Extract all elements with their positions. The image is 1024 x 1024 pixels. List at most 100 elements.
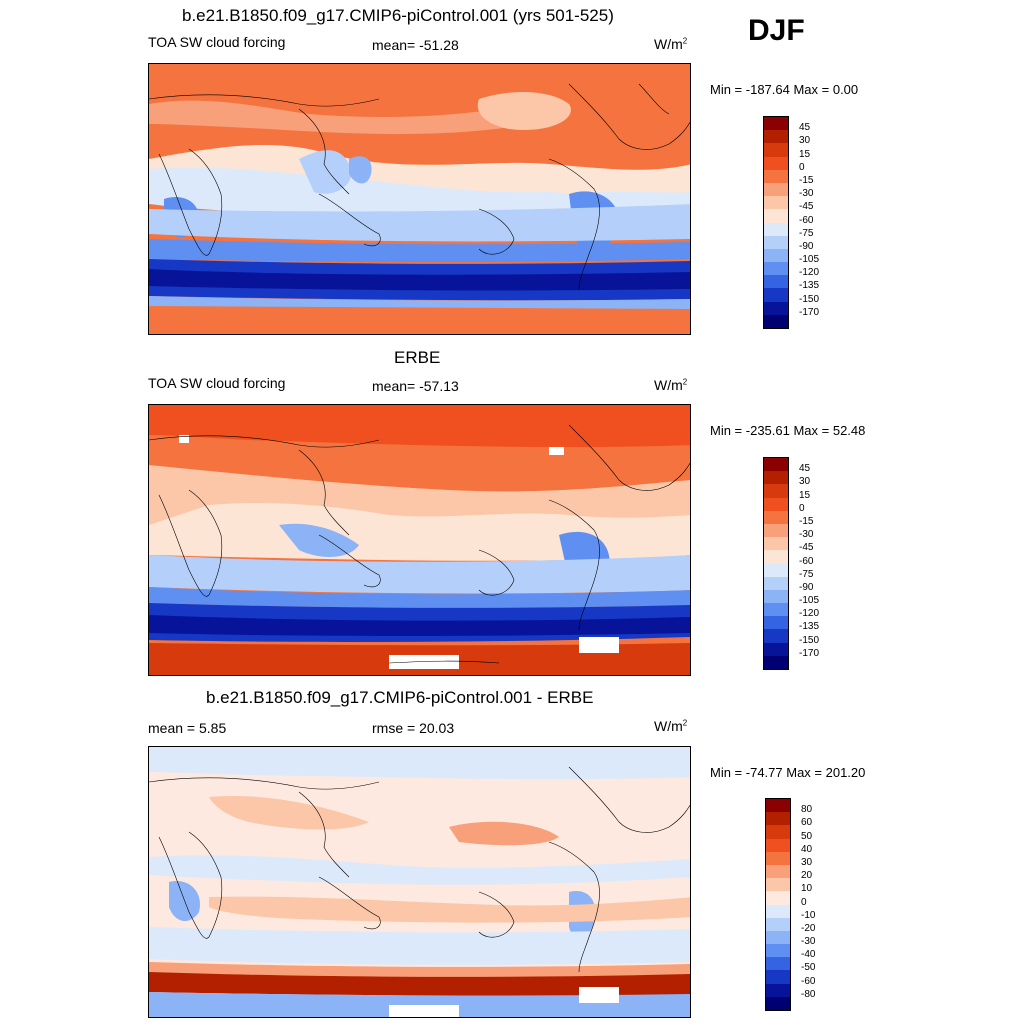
colorbar-tick-label: 45 — [799, 122, 811, 134]
colorbar-segment — [764, 497, 788, 511]
colorbar-tick-label: 30 — [801, 856, 813, 868]
panel3-title: b.e21.B1850.f09_g17.CMIP6-piControl.001 … — [206, 688, 594, 707]
colorbar-segment — [764, 117, 788, 131]
colorbar-segment — [766, 838, 790, 852]
colorbar-tick-label: -30 — [801, 936, 816, 948]
colorbar-segment — [764, 655, 788, 669]
colorbar-segment — [764, 510, 788, 524]
panel3-unit-label: W/m2 — [654, 718, 688, 734]
colorbar-tick-label: -105 — [799, 595, 820, 607]
colorbar-tick-label: 15 — [799, 148, 811, 160]
colorbar-segment — [764, 616, 788, 630]
colorbar-tick-label: -135 — [799, 280, 820, 292]
colorbar-tick-label: -120 — [799, 608, 820, 620]
colorbar-tick-label: -10 — [801, 909, 816, 921]
panel2-variable-label: TOA SW cloud forcing — [148, 375, 286, 391]
colorbar-segment — [764, 563, 788, 577]
season-label: DJF — [748, 14, 805, 47]
colorbar-segment — [766, 799, 790, 813]
colorbar-tick-label: 20 — [801, 870, 813, 882]
panel1-title: b.e21.B1850.f09_g17.CMIP6-piControl.001 … — [182, 6, 614, 25]
colorbar-segment — [764, 314, 788, 328]
colorbar-segment — [766, 904, 790, 918]
colorbar-segment — [764, 182, 788, 197]
colorbar-segment — [766, 825, 790, 839]
colorbar-tick-label: -45 — [799, 542, 814, 554]
colorbar-segment — [764, 288, 788, 302]
colorbar-tick-label: 0 — [799, 502, 805, 514]
colorbar-tick-label: 10 — [801, 883, 813, 895]
panel1-variable-label: TOA SW cloud forcing — [148, 34, 286, 50]
colorbar-segment — [764, 130, 788, 144]
panel1-mean-label: mean= -51.28 — [372, 37, 459, 53]
colorbar-segment — [764, 523, 788, 538]
colorbar-segment — [766, 996, 790, 1010]
colorbar-segment — [764, 603, 788, 617]
colorbar-segment — [764, 537, 788, 551]
colorbar-segment — [766, 851, 790, 865]
colorbar-tick-label: -75 — [799, 227, 814, 239]
panel1-colorbar — [763, 116, 789, 329]
colorbar-tick-label: 0 — [801, 896, 807, 908]
colorbar-segment — [764, 275, 788, 289]
colorbar-tick-label: -30 — [799, 188, 814, 200]
colorbar-tick-label: -60 — [799, 214, 814, 226]
colorbar-tick-label: -75 — [799, 568, 814, 580]
colorbar-segment — [764, 209, 788, 223]
colorbar-segment — [764, 196, 788, 210]
colorbar-segment — [766, 878, 790, 892]
panel2-min-max: Min = -235.61 Max = 52.48 — [710, 423, 866, 438]
colorbar-tick-label: -150 — [799, 634, 820, 646]
colorbar-segment — [764, 235, 788, 249]
colorbar-segment — [766, 917, 790, 931]
colorbar-tick-label: -30 — [799, 529, 814, 541]
colorbar-tick-label: -170 — [799, 647, 820, 659]
panel3-colorbar — [765, 798, 791, 1011]
colorbar-segment — [766, 891, 790, 905]
colorbar-tick-label: -60 — [799, 555, 814, 567]
panel2-title: ERBE — [394, 348, 441, 367]
colorbar-tick-label: 0 — [799, 161, 805, 173]
colorbar-tick-label: -90 — [799, 240, 814, 252]
colorbar-tick-label: -15 — [799, 515, 814, 527]
colorbar-segment — [766, 944, 790, 958]
colorbar-segment — [766, 970, 790, 984]
panel3-mean-label: mean = 5.85 — [148, 720, 227, 736]
colorbar-segment — [764, 484, 788, 498]
panel3-map — [148, 746, 691, 1018]
colorbar-tick-label: -135 — [799, 621, 820, 633]
colorbar-tick-label: 45 — [799, 463, 811, 475]
colorbar-tick-label: 40 — [801, 843, 813, 855]
colorbar-segment — [764, 471, 788, 485]
colorbar-segment — [764, 550, 788, 564]
colorbar-segment — [764, 262, 788, 276]
colorbar-segment — [764, 143, 788, 157]
panel2-colorbar — [763, 457, 789, 670]
colorbar-segment — [764, 169, 788, 183]
colorbar-segment — [764, 576, 788, 590]
colorbar-segment — [764, 629, 788, 643]
colorbar-segment — [764, 222, 788, 236]
panel3-rmse-label: rmse = 20.03 — [372, 720, 455, 736]
colorbar-segment — [766, 812, 790, 826]
colorbar-tick-label: -40 — [801, 949, 816, 961]
colorbar-tick-label: -90 — [799, 581, 814, 593]
colorbar-segment — [766, 930, 790, 945]
colorbar-segment — [764, 589, 788, 604]
panel1-min-max: Min = -187.64 Max = 0.00 — [710, 82, 859, 97]
colorbar-segment — [766, 957, 790, 971]
colorbar-segment — [764, 642, 788, 656]
colorbar-tick-label: 30 — [799, 476, 811, 488]
colorbar-segment — [764, 156, 788, 170]
colorbar-tick-label: -60 — [801, 975, 816, 987]
colorbar-tick-label: 80 — [801, 804, 813, 816]
colorbar-tick-label: -170 — [799, 306, 820, 318]
colorbar-tick-label: -45 — [799, 201, 814, 213]
panel2-unit-label: W/m2 — [654, 377, 688, 393]
colorbar-segment — [766, 864, 790, 879]
colorbar-tick-label: -20 — [801, 922, 816, 934]
panel1-map — [148, 63, 691, 335]
colorbar-tick-label: -80 — [801, 988, 816, 1000]
colorbar-tick-label: 60 — [801, 817, 813, 829]
panel2-mean-label: mean= -57.13 — [372, 378, 459, 394]
